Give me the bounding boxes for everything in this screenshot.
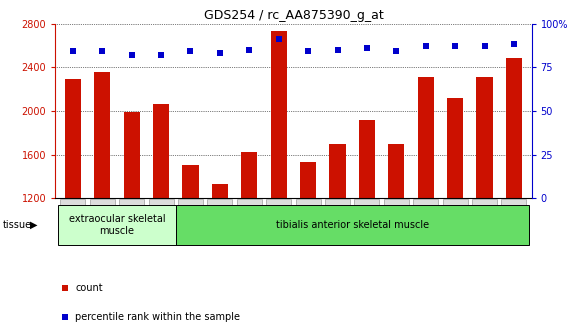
Point xyxy=(245,47,254,52)
Point xyxy=(68,49,77,54)
Point xyxy=(303,49,313,54)
FancyBboxPatch shape xyxy=(119,199,144,243)
Text: GSM5564: GSM5564 xyxy=(451,204,460,244)
Text: GSM5566: GSM5566 xyxy=(510,204,518,244)
FancyBboxPatch shape xyxy=(501,199,526,243)
Text: tissue: tissue xyxy=(3,220,32,230)
Bar xyxy=(58,206,176,245)
Text: ▶: ▶ xyxy=(30,220,38,230)
Point xyxy=(215,50,224,56)
Bar xyxy=(182,166,199,198)
Text: GSM5562: GSM5562 xyxy=(392,204,401,244)
Text: GSM4242: GSM4242 xyxy=(69,204,77,244)
Text: GSM5557: GSM5557 xyxy=(274,204,283,244)
Text: tibialis anterior skeletal muscle: tibialis anterior skeletal muscle xyxy=(275,220,429,230)
Text: GSM5561: GSM5561 xyxy=(363,204,371,244)
FancyBboxPatch shape xyxy=(149,199,174,243)
FancyBboxPatch shape xyxy=(354,199,379,243)
FancyBboxPatch shape xyxy=(266,199,291,243)
Point xyxy=(60,286,69,291)
Bar xyxy=(124,112,140,198)
Bar xyxy=(94,72,110,198)
Bar xyxy=(176,206,529,245)
FancyBboxPatch shape xyxy=(472,199,497,243)
Bar xyxy=(241,153,257,198)
Text: GSM5560: GSM5560 xyxy=(333,204,342,244)
Point xyxy=(274,37,284,42)
Point xyxy=(156,52,166,58)
FancyBboxPatch shape xyxy=(237,199,262,243)
Text: GSM5565: GSM5565 xyxy=(480,204,489,244)
Title: GDS254 / rc_AA875390_g_at: GDS254 / rc_AA875390_g_at xyxy=(203,9,383,23)
Text: GSM5555: GSM5555 xyxy=(245,204,254,244)
FancyBboxPatch shape xyxy=(178,199,203,243)
FancyBboxPatch shape xyxy=(325,199,350,243)
Point xyxy=(510,42,519,47)
FancyBboxPatch shape xyxy=(89,199,115,243)
Point xyxy=(392,49,401,54)
FancyBboxPatch shape xyxy=(413,199,438,243)
Bar xyxy=(359,120,375,198)
Text: GSM4244: GSM4244 xyxy=(127,204,136,244)
Text: GSM5559: GSM5559 xyxy=(304,204,313,244)
Point xyxy=(127,52,137,58)
Bar xyxy=(329,144,346,198)
Bar xyxy=(153,104,169,198)
Bar xyxy=(506,58,522,198)
Point xyxy=(480,44,489,49)
Text: GSM5563: GSM5563 xyxy=(421,204,431,244)
Point xyxy=(450,44,460,49)
Point xyxy=(60,314,69,320)
Bar xyxy=(418,77,434,198)
Bar xyxy=(447,98,463,198)
Point xyxy=(186,49,195,54)
FancyBboxPatch shape xyxy=(60,199,85,243)
FancyBboxPatch shape xyxy=(296,199,321,243)
Text: percentile rank within the sample: percentile rank within the sample xyxy=(75,312,240,322)
Text: GSM5554: GSM5554 xyxy=(216,204,224,244)
Bar xyxy=(271,31,287,198)
Text: extraocular skeletal
muscle: extraocular skeletal muscle xyxy=(69,214,165,236)
Point xyxy=(421,44,431,49)
Text: count: count xyxy=(75,283,103,293)
Bar xyxy=(300,162,316,198)
Bar xyxy=(212,184,228,198)
Text: GSM5553: GSM5553 xyxy=(186,204,195,244)
Text: GSM4245: GSM4245 xyxy=(156,204,166,244)
Bar xyxy=(64,79,81,198)
Text: GSM4243: GSM4243 xyxy=(98,204,107,244)
FancyBboxPatch shape xyxy=(443,199,468,243)
Point xyxy=(363,45,372,51)
Point xyxy=(98,49,107,54)
Bar xyxy=(476,77,493,198)
Bar xyxy=(388,144,404,198)
Point xyxy=(333,47,342,52)
FancyBboxPatch shape xyxy=(207,199,232,243)
FancyBboxPatch shape xyxy=(384,199,409,243)
